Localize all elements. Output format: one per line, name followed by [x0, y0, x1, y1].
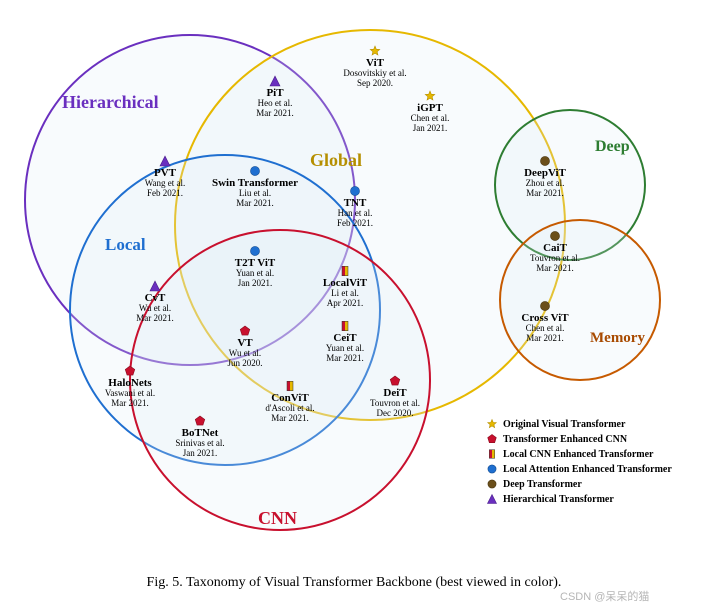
legend-row: Local Attention Enhanced Transformer	[485, 463, 672, 475]
legend-row: Deep Transformer	[485, 478, 672, 490]
entry-pvt: PVTWang et al.Feb 2021.	[145, 167, 186, 199]
marker-deepvit	[540, 156, 549, 165]
entry-date: Mar 2021.	[265, 414, 314, 424]
marker-tnt	[350, 186, 359, 195]
marker-ceit	[342, 321, 348, 331]
marker-convit	[287, 381, 293, 391]
legend-marker-icon	[485, 433, 499, 445]
legend-row: Local CNN Enhanced Transformer	[485, 448, 672, 460]
region-label-memory: Memory	[590, 330, 645, 347]
marker-t2t-vit	[250, 246, 259, 255]
legend-text: Original Visual Transformer	[503, 419, 625, 430]
entry-date: Mar 2021.	[212, 199, 298, 209]
entry-cait: CaiTTouvron et al.Mar 2021.	[530, 242, 580, 274]
entry-date: Dec 2020.	[370, 409, 420, 419]
entry-date: Sep 2020.	[343, 79, 406, 89]
entry-date: Mar 2021.	[136, 314, 174, 324]
legend-text: Transformer Enhanced CNN	[503, 434, 627, 445]
marker-localvit	[342, 266, 348, 276]
legend-row: Original Visual Transformer	[485, 418, 672, 430]
diagram-canvas: Hierarchical Global Local CNN Deep Memory ViTD…	[0, 0, 708, 607]
marker-swin-transformer	[250, 166, 259, 175]
legend-text: Deep Transformer	[503, 479, 582, 490]
entry-date: Jun 2020.	[227, 359, 262, 369]
entry-date: Mar 2021.	[524, 189, 566, 199]
entry-vit: ViTDosovitskiy et al.Sep 2020.	[343, 57, 406, 89]
legend-marker-icon	[485, 463, 499, 475]
entry-date: Apr 2021.	[323, 299, 367, 309]
legend: Original Visual Transformer Transformer E…	[485, 418, 672, 508]
entry-date: Mar 2021.	[256, 109, 294, 119]
entry-tnt: TNTHan et al.Feb 2021.	[337, 197, 373, 229]
entry-deit: DeiTTouvron et al.Dec 2020.	[370, 387, 420, 419]
entry-ceit: CeiTYuan et al.Mar 2021.	[326, 332, 364, 364]
entry-cross-vit: Cross ViTChen et al.Mar 2021.	[521, 312, 568, 344]
region-label-global: Global	[310, 150, 362, 171]
entry-deepvit: DeepViTZhou et al.Mar 2021.	[524, 167, 566, 199]
legend-row: Hierarchical Transformer	[485, 493, 672, 505]
region-label-local: Local	[105, 235, 146, 255]
legend-marker-icon	[485, 478, 499, 490]
entry-date: Jan 2021.	[411, 124, 450, 134]
marker-cross-vit	[540, 301, 549, 310]
legend-marker-icon	[485, 493, 499, 505]
region-label-cnn: CNN	[258, 508, 297, 529]
entry-t2t-vit: T2T ViTYuan et al.Jan 2021.	[235, 257, 275, 289]
legend-row: Transformer Enhanced CNN	[485, 433, 672, 445]
region-label-hierarchical: Hierarchical	[62, 92, 159, 113]
venn-cnn	[130, 230, 430, 530]
legend-text: Local CNN Enhanced Transformer	[503, 449, 653, 460]
entry-swin-transformer: Swin TransformerLiu et al.Mar 2021.	[212, 177, 298, 209]
entry-convit: ConViTd'Ascoli et al.Mar 2021.	[265, 392, 314, 424]
entry-pit: PiTHeo et al.Mar 2021.	[256, 87, 294, 119]
region-label-deep: Deep	[595, 138, 630, 156]
entry-vt: VTWu et al.Jun 2020.	[227, 337, 262, 369]
entry-botnet: BoTNetSrinivas et al.Jan 2021.	[175, 427, 224, 459]
entry-halonets: HaloNetsVaswani et al.Mar 2021.	[105, 377, 155, 409]
entry-date: Jan 2021.	[235, 279, 275, 289]
watermark-text: CSDN @呆呆的猫	[560, 588, 649, 604]
entry-igpt: iGPTChen et al.Jan 2021.	[411, 102, 450, 134]
entry-date: Feb 2021.	[337, 219, 373, 229]
legend-marker-icon	[485, 448, 499, 460]
legend-text: Hierarchical Transformer	[503, 494, 614, 505]
entry-date: Jan 2021.	[175, 449, 224, 459]
legend-marker-icon	[485, 418, 499, 430]
entry-date: Mar 2021.	[326, 354, 364, 364]
entry-cvt: CvTWu et al.Mar 2021.	[136, 292, 174, 324]
entry-date: Mar 2021.	[105, 399, 155, 409]
entry-date: Mar 2021.	[530, 264, 580, 274]
entry-localvit: LocalViTLi et al.Apr 2021.	[323, 277, 367, 309]
marker-cait	[550, 231, 559, 240]
entry-date: Feb 2021.	[145, 189, 186, 199]
legend-text: Local Attention Enhanced Transformer	[503, 464, 672, 475]
entry-date: Mar 2021.	[521, 334, 568, 344]
